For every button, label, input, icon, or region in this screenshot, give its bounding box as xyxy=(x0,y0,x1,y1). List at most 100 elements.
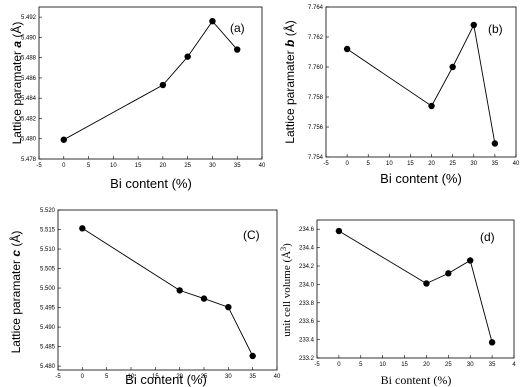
x-axis-ticks: -5 0 5 10 15 20 25 30 35 40 xyxy=(36,156,266,169)
x-axis-label: Bi content (%) xyxy=(125,372,207,387)
y-tick-label: 233.2 xyxy=(299,356,315,362)
x-tick-label: 25 xyxy=(449,161,456,167)
data-point xyxy=(209,17,216,25)
x-tick-label: 0 xyxy=(62,163,66,169)
y-axis-ticks: 5.480 5.485 5.490 5.495 5.500 5.505 5.510 5.515… xyxy=(40,208,61,370)
x-tick-label: 35 xyxy=(492,161,499,167)
data-point xyxy=(335,227,343,235)
y-axis-ticks: 233.2 233.4 233.6 233.8 234.0 234.2 234.4 234.6 xyxy=(299,227,320,362)
y-tick-label: 5.478 xyxy=(21,157,37,163)
x-tick-label: 40 xyxy=(259,163,266,169)
y-tick-label: 5.485 xyxy=(40,345,56,351)
y-tick-label: 233.4 xyxy=(299,338,315,344)
data-point xyxy=(60,136,67,143)
x-tick-label: -5 xyxy=(55,374,61,380)
data-point xyxy=(491,140,499,147)
y-tick-label: 7.758 xyxy=(308,95,324,101)
x-axis-label: Bi content (%) xyxy=(110,176,192,191)
x-tick-label: 20 xyxy=(160,163,167,169)
y-axis-ticks: 5.478 5.480 5.482 5.484 5.486 5.488 5.490 5.492 xyxy=(21,15,42,163)
x-axis-ticks: -5 0 5 10 15 20 25 30 35 40 xyxy=(55,367,281,380)
x-tick-label: 15 xyxy=(401,362,408,368)
series-line xyxy=(82,227,254,357)
x-tick-label: 30 xyxy=(467,362,474,368)
y-tick-label: 7.760 xyxy=(308,65,324,71)
data-point xyxy=(343,45,351,53)
chart-panel-b: -5 0 5 10 15 20 25 30 35 40 7.7547.7567.7587.7607… xyxy=(282,5,520,186)
x-tick-label: 10 xyxy=(379,362,386,368)
panel-label: (a) xyxy=(230,21,245,35)
x-tick-label: 25 xyxy=(445,362,452,368)
y-axis-label-unit: (Å) xyxy=(9,22,24,41)
y-axis-label: unit cell volume (Å3) xyxy=(279,243,294,337)
y-tick-label: 5.492 xyxy=(21,15,37,21)
y-tick-label: 5.480 xyxy=(40,364,56,370)
data-series xyxy=(79,225,256,360)
data-point xyxy=(159,81,167,89)
x-axis-ticks: -5 0 5 10 15 20 25 30 35 4 xyxy=(314,355,516,368)
y-axis-label-variable: c xyxy=(9,250,23,257)
y-tick-label: 5.520 xyxy=(40,208,56,214)
y-tick-label: 233.8 xyxy=(299,301,315,307)
chart-panel-c: -5 0 5 10 15 20 25 30 35 40 5.4805.4855.4905.4955… xyxy=(8,208,281,387)
y-axis-label: Lattice paramater b (Å) xyxy=(282,20,297,143)
y-tick-label: 5.505 xyxy=(40,267,56,273)
x-tick-label: 15 xyxy=(407,161,414,167)
panel-label: (d) xyxy=(480,230,495,244)
y-tick-label: 233.6 xyxy=(299,319,315,325)
x-axis-label: Bi content (%) xyxy=(381,373,452,387)
y-tick-label: 234.4 xyxy=(299,246,315,252)
x-tick-label: 0 xyxy=(81,374,85,380)
data-point xyxy=(423,280,430,287)
chart-panel-d: -5 0 5 10 15 20 25 30 35 4 233.2233.4233.6233.823… xyxy=(279,219,516,387)
y-axis-ticks: 7.754 7.756 7.758 7.760 7.762 7.764 xyxy=(308,5,329,161)
y-tick-label: 5.480 xyxy=(21,137,37,143)
data-series xyxy=(343,21,499,147)
y-tick-label: 5.510 xyxy=(40,247,56,253)
x-tick-label: 15 xyxy=(135,163,142,169)
y-axis-label: Lattice paramater a (Å) xyxy=(9,22,24,145)
data-point xyxy=(445,270,452,277)
data-point xyxy=(225,303,232,311)
y-tick-label: 5.486 xyxy=(21,76,37,82)
y-axis-label-variable: a xyxy=(10,41,24,48)
x-tick-label: 25 xyxy=(201,374,208,380)
y-tick-label: 234.6 xyxy=(299,227,315,233)
y-tick-label: 234.2 xyxy=(299,264,315,270)
panel-label: (C) xyxy=(243,228,260,242)
x-tick-label: 10 xyxy=(110,163,117,169)
y-axis-label-exponent: 3 xyxy=(279,247,288,251)
plot-frame xyxy=(38,6,263,160)
y-tick-label: 234.0 xyxy=(299,282,315,288)
x-tick-label: 5 xyxy=(359,362,363,368)
x-tick-label: 35 xyxy=(234,163,241,169)
x-tick-label: 30 xyxy=(209,163,216,169)
y-tick-label: 5.484 xyxy=(21,96,37,102)
series-line xyxy=(346,23,496,144)
y-tick-label: 5.500 xyxy=(40,286,56,292)
x-tick-label: -5 xyxy=(314,362,320,368)
y-tick-label: 7.764 xyxy=(308,5,324,11)
x-tick-label: 10 xyxy=(128,374,135,380)
y-axis-label-prefix: Lattice paramater xyxy=(10,48,24,145)
data-series xyxy=(335,227,496,346)
y-tick-label: 5.482 xyxy=(21,116,37,122)
data-point xyxy=(428,102,435,110)
series-line xyxy=(63,20,238,141)
plot-frame xyxy=(57,209,278,371)
data-point xyxy=(470,21,477,29)
data-point xyxy=(184,53,191,60)
data-point xyxy=(488,339,496,346)
y-tick-label: 5.495 xyxy=(40,306,56,312)
y-axis-label-variable: b xyxy=(283,40,297,47)
y-axis-label: Lattice paramater c (Å) xyxy=(8,231,23,354)
chart-panel-a: -5 0 5 10 15 20 25 30 35 40 5.4785.4805.4825.4845… xyxy=(9,6,266,191)
data-point xyxy=(200,295,208,302)
x-tick-label: 10 xyxy=(386,161,393,167)
y-tick-label: 7.762 xyxy=(308,35,324,41)
plot-frame xyxy=(316,219,515,359)
x-tick-label: 30 xyxy=(225,374,232,380)
y-axis-label-unit: (Å) xyxy=(282,20,297,39)
x-tick-label: 5 xyxy=(87,163,91,169)
y-axis-label-prefix: Lattice paramater xyxy=(9,257,23,354)
